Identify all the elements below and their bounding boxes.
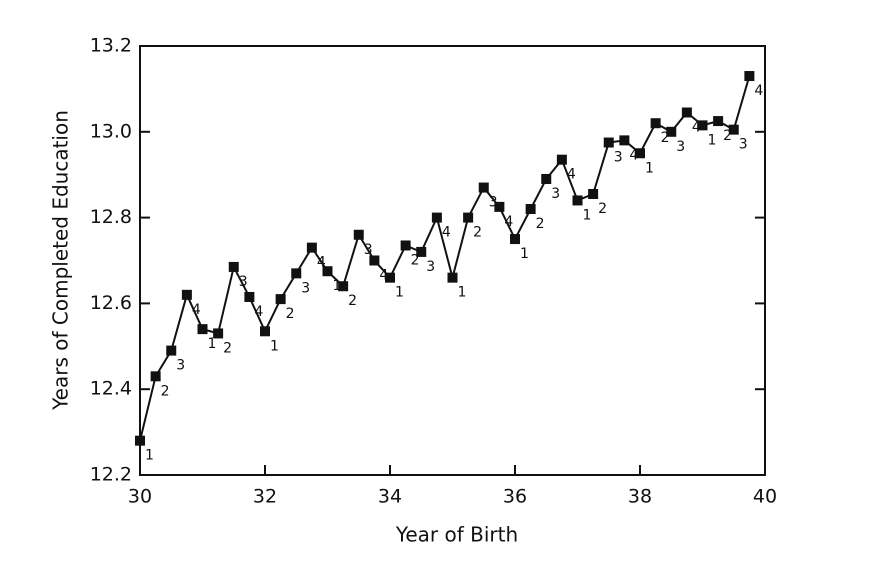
data-point	[541, 173, 552, 184]
point-label: 2	[161, 383, 170, 399]
data-point	[603, 137, 614, 148]
data-point	[181, 289, 192, 300]
data-point	[494, 201, 505, 212]
point-label: 1	[583, 207, 592, 223]
point-label: 2	[723, 128, 732, 144]
point-label: 4	[754, 83, 763, 99]
plot-frame	[139, 45, 766, 476]
y-tick-label: 12.2	[90, 464, 132, 486]
x-tick-label: 32	[253, 486, 277, 508]
data-point	[416, 246, 427, 257]
point-label: 2	[411, 252, 420, 268]
point-label: 4	[254, 304, 263, 320]
point-label: 3	[176, 358, 185, 374]
data-point	[463, 212, 474, 223]
data-point	[556, 154, 567, 165]
point-label: 4	[504, 214, 513, 230]
data-point	[197, 324, 208, 335]
y-tick-label: 13.0	[90, 120, 132, 142]
data-point	[385, 272, 395, 283]
point-label: 3	[239, 274, 248, 290]
data-point	[447, 272, 458, 283]
point-label: 2	[473, 225, 482, 241]
point-label: 1	[145, 448, 154, 464]
point-label: 2	[223, 340, 232, 356]
data-point	[478, 182, 489, 193]
data-point	[166, 345, 177, 356]
point-label: 1	[333, 278, 342, 294]
x-axis-label: Year of Birth	[395, 523, 518, 547]
y-tick-label: 12.6	[90, 292, 132, 314]
point-label: 1	[208, 336, 217, 352]
data-point	[697, 120, 708, 131]
data-point	[431, 212, 442, 223]
data-point	[681, 107, 692, 118]
data-point	[353, 229, 364, 240]
point-label: 2	[661, 130, 670, 146]
point-label: 3	[614, 150, 623, 166]
point-label: 4	[192, 302, 201, 318]
data-point	[650, 118, 661, 129]
point-label: 4	[692, 119, 701, 135]
x-tick-label: 36	[503, 486, 527, 508]
y-tick-label: 12.4	[90, 378, 132, 400]
data-point	[322, 266, 333, 277]
point-label: 1	[395, 285, 404, 301]
point-label: 2	[286, 306, 295, 322]
data-point	[619, 135, 630, 146]
point-label: 3	[489, 195, 498, 211]
point-label: 3	[739, 137, 748, 153]
point-label: 2	[598, 201, 607, 217]
data-point	[275, 294, 286, 305]
data-point	[306, 242, 317, 253]
data-line	[139, 75, 751, 441]
point-label: 4	[629, 147, 638, 163]
data-point	[400, 240, 411, 251]
data-point	[635, 148, 645, 159]
point-label: 4	[567, 167, 576, 183]
data-point	[150, 371, 161, 382]
data-point	[588, 189, 599, 200]
data-point	[744, 71, 755, 82]
point-label: 3	[301, 280, 310, 296]
data-point	[572, 195, 583, 206]
y-tick-label: 13.2	[90, 35, 132, 57]
point-label: 4	[379, 268, 388, 284]
data-point	[228, 261, 239, 272]
point-label: 1	[645, 160, 654, 176]
data-point	[728, 124, 739, 135]
x-tick-label: 30	[128, 486, 152, 508]
data-point	[525, 204, 536, 215]
y-axis-label: Years of Completed Education	[49, 110, 73, 411]
data-point	[369, 255, 380, 266]
data-point	[260, 326, 270, 337]
point-label: 1	[458, 285, 467, 301]
point-label: 4	[317, 255, 326, 271]
data-point	[135, 435, 145, 446]
point-label: 3	[551, 186, 560, 202]
point-label: 2	[348, 293, 357, 309]
point-label: 2	[536, 216, 545, 232]
point-label: 3	[676, 139, 685, 155]
data-point	[338, 281, 349, 292]
x-tick-label: 40	[753, 486, 777, 508]
x-tick-label: 38	[628, 486, 652, 508]
point-label: 1	[708, 132, 717, 148]
point-label: 3	[426, 259, 435, 275]
data-point	[213, 328, 224, 339]
y-tick-label: 12.8	[90, 206, 132, 228]
point-label: 1	[520, 246, 529, 262]
data-point	[244, 291, 255, 302]
data-point	[666, 126, 677, 137]
x-tick-label: 34	[378, 486, 402, 508]
point-label: 4	[442, 225, 451, 241]
data-point	[713, 116, 724, 127]
data-point	[291, 268, 302, 279]
point-label: 3	[364, 242, 373, 258]
point-label: 1	[270, 338, 279, 354]
data-point	[510, 234, 520, 245]
